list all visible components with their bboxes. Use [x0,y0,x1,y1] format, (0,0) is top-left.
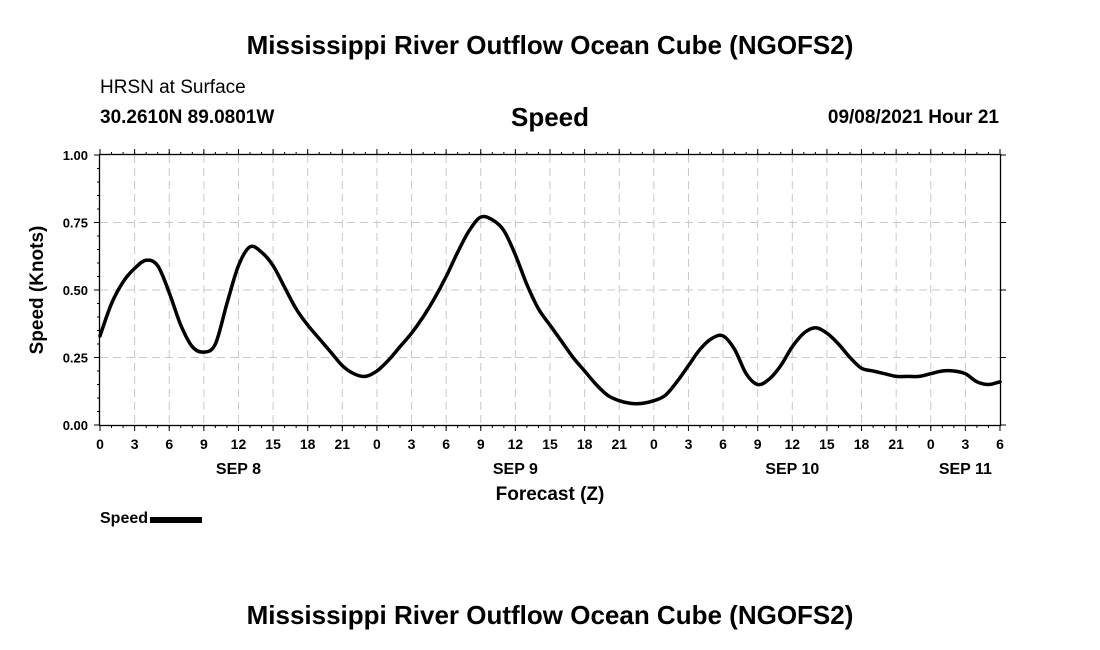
x-tick-label: 0 [373,436,381,452]
axis-ticks [94,149,1006,431]
y-tick-label: 0.25 [63,351,88,366]
x-tick-label: 18 [300,436,316,452]
x-tick-label: 21 [611,436,627,452]
y-tick-label: 0.75 [63,216,88,231]
x-tick-label: 21 [335,436,351,452]
x-tick-label: 3 [685,436,693,452]
day-label: SEP 11 [939,461,992,478]
chart-title-bottom: Mississippi River Outflow Ocean Cube (NG… [246,600,854,630]
x-tick-label: 12 [231,436,247,452]
day-label: SEP 9 [493,461,538,478]
station-label: HRSN at Surface [100,77,246,98]
series-lines [98,214,1002,406]
y-axis-label: Speed (Knots) [27,226,48,355]
x-tick-label: 12 [785,436,801,452]
x-tick-label: 3 [131,436,139,452]
x-tick-labels: 0 3 6 9 12 15 18 21 0 3 6 9 12 15 18 21 0 3 6 9 12 15 18 21 0 3 6 [96,436,1004,452]
legend-swatch [150,516,203,523]
x-tick-label: 0 [650,436,658,452]
legend: Speed [100,510,203,528]
x-tick-label: 9 [477,436,485,452]
plot-title: Speed [510,102,590,132]
x-tick-label: 12 [508,436,524,452]
day-label: SEP 8 [216,461,261,478]
y-tick-label: 1.00 [63,148,88,163]
x-tick-label: 21 [888,436,904,452]
x-tick-label: 18 [577,436,593,452]
x-tick-label: 6 [719,436,727,452]
day-label: SEP 10 [765,461,819,478]
x-tick-label: 0 [96,436,104,452]
datetime-label: 09/08/2021 Hour 21 [827,107,999,128]
grid [100,155,1000,425]
chart-title-top: Mississippi River Outflow Ocean Cube (NG… [246,30,854,60]
x-tick-label: 0 [927,436,935,452]
x-tick-label: 6 [442,436,450,452]
x-tick-label: 15 [265,436,281,452]
day-labels: SEP 8 SEP 9 SEP 10 SEP 11 [216,461,992,478]
x-tick-label: 15 [542,436,558,452]
x-tick-label: 18 [854,436,870,452]
y-tick-label: 0.50 [63,283,88,298]
y-tick-label: 0.00 [63,418,88,433]
coordinates-label: 30.2610N 89.0801W [100,107,275,128]
x-axis-label: Forecast (Z) [496,484,605,505]
x-tick-label: 9 [754,436,762,452]
legend-label: Speed [100,510,149,527]
y-tick-labels: 0.00 0.25 0.50 0.75 1.00 [63,148,88,433]
x-tick-label: 6 [165,436,173,452]
x-tick-label: 3 [961,436,969,452]
x-tick-label: 3 [408,436,416,452]
series-line-speed [98,214,1002,406]
x-tick-label: 9 [200,436,208,452]
x-tick-label: 6 [996,436,1004,452]
x-tick-label: 15 [819,436,835,452]
